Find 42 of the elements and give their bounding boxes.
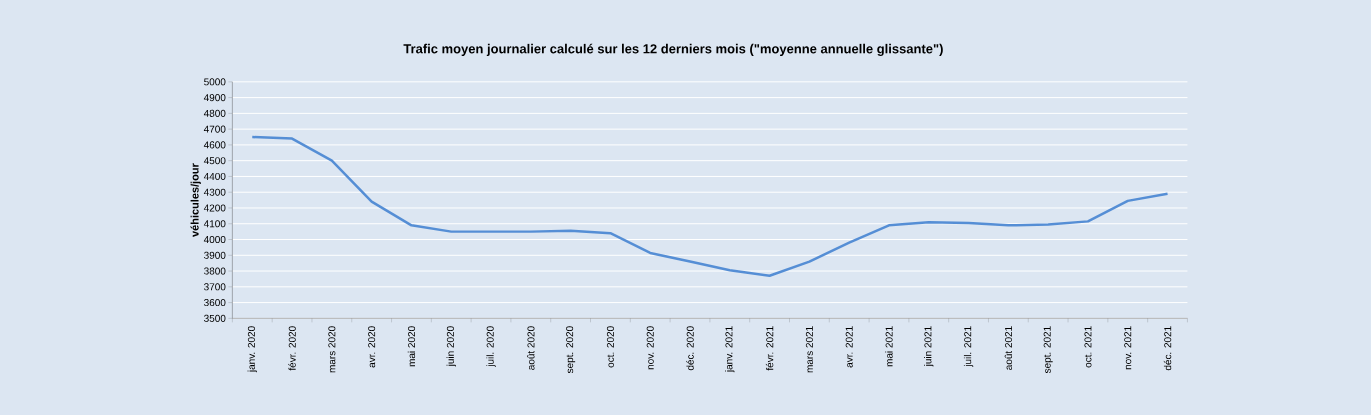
x-tick-label: nov. 2020 <box>646 326 654 370</box>
y-tick-label: 4200 <box>203 204 226 212</box>
x-tick-label: avr. 2021 <box>845 326 853 368</box>
y-tick-label: 3700 <box>204 283 226 291</box>
y-tick-label: 4000 <box>203 235 226 243</box>
y-tick-label: 3500 <box>204 314 226 322</box>
y-tick-label: 3600 <box>204 298 226 307</box>
y-tick-label: 5000 <box>204 78 226 86</box>
x-tick-label: févr. 2020 <box>288 326 296 371</box>
y-tick-label: 4700 <box>203 125 226 133</box>
x-tick-label: août 2020 <box>527 326 535 370</box>
x-tick-label: mai 2020 <box>407 326 416 367</box>
x-tick-label: oct. 2020 <box>606 326 614 368</box>
x-tick-label: févr. 2021 <box>765 326 774 371</box>
y-tick-label: 3800 <box>204 267 226 275</box>
chart-title: Trafic moyen journalier calculé sur les 12 derniers mois ("moyenne annuelle glissante") <box>403 43 943 56</box>
y-tick-label: 4500 <box>203 157 226 165</box>
x-tick-label: mars 2020 <box>328 326 336 373</box>
y-tick-label: 4600 <box>203 141 226 149</box>
x-tick-label: sept. 2021 <box>1043 326 1053 374</box>
x-tick-label: déc. 2021 <box>1163 326 1172 371</box>
x-tick-label: oct. 2021 <box>1084 326 1092 368</box>
y-tick-label: 4800 <box>203 109 226 117</box>
x-tick-label: août 2021 <box>1004 326 1013 370</box>
x-tick-label: janv. 2020 <box>247 326 257 373</box>
y-tick-label: 4400 <box>203 172 226 180</box>
x-tick-label: mars 2021 <box>805 326 813 373</box>
y-tick-label: 4100 <box>203 220 226 228</box>
x-tick-label: juin 2020 <box>446 326 456 367</box>
y-tick-label: 3900 <box>204 251 226 259</box>
x-tick-label: mai 2021 <box>885 326 893 367</box>
x-tick-label: sept. 2020 <box>566 326 576 374</box>
x-tick-label: janv. 2021 <box>725 326 735 373</box>
x-tick-label: nov. 2021 <box>1124 326 1132 370</box>
y-tick-label: 4900 <box>203 93 226 102</box>
y-axis-title: véhicules/jour <box>190 163 201 237</box>
x-tick-label: avr. 2020 <box>368 326 376 368</box>
y-tick-label: 4300 <box>203 188 226 196</box>
x-tick-label: déc. 2020 <box>686 326 694 371</box>
x-tick-label: juin 2021 <box>924 326 934 367</box>
x-tick-label: juil. 2020 <box>486 326 496 367</box>
x-tick-label: juil. 2021 <box>963 326 974 367</box>
